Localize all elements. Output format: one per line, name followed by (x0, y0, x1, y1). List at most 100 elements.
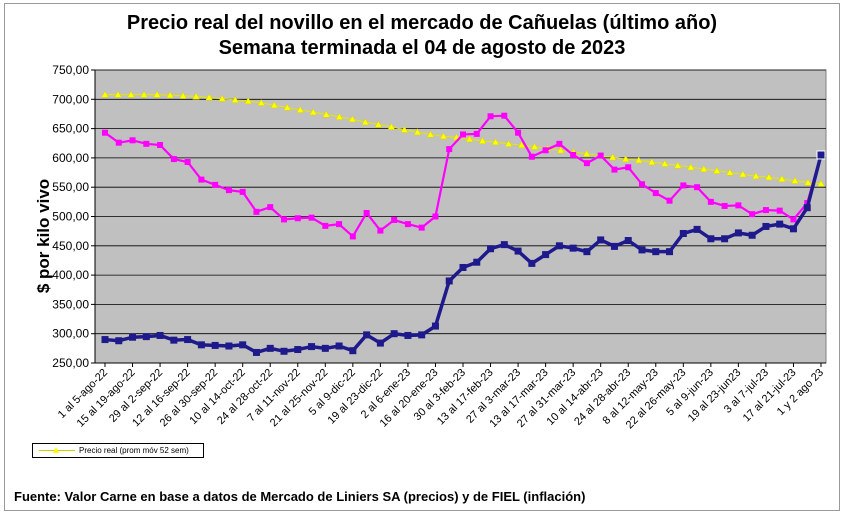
magenta-point (267, 204, 274, 211)
blue-point (211, 341, 219, 349)
moving-average-point (582, 149, 591, 157)
blue-point (321, 344, 329, 352)
magenta-point (446, 146, 453, 153)
moving-average-point (478, 136, 487, 144)
y-axis-label: $ por kilo vivo (34, 179, 53, 293)
blue-point (638, 246, 646, 254)
moving-average-point (752, 172, 760, 180)
magenta-point (294, 215, 301, 222)
blue-point (184, 336, 192, 344)
blue-point (101, 336, 109, 344)
y-tick-label: 450,00 (52, 239, 89, 253)
y-tick-label: 400,00 (52, 268, 89, 282)
moving-average-point (153, 90, 161, 98)
blue-point (569, 244, 577, 252)
moving-average-point (621, 155, 630, 163)
moving-average-point (296, 105, 305, 113)
moving-average-point (322, 110, 331, 118)
blue-point (597, 236, 605, 244)
moving-average-point (140, 90, 148, 98)
blue-point (252, 348, 260, 356)
moving-average-point (804, 178, 812, 186)
y-tick-label: 600,00 (52, 151, 89, 165)
moving-average-point (660, 159, 669, 167)
magenta-point (749, 211, 756, 218)
moving-average-point (413, 128, 422, 136)
moving-average-point (608, 153, 617, 161)
magenta-point (639, 181, 645, 188)
magenta-point (349, 233, 356, 240)
blue-point (431, 322, 439, 330)
moving-average-point (465, 135, 474, 143)
magenta-point (652, 190, 659, 197)
magenta-point (170, 156, 177, 163)
blue-point (762, 222, 770, 230)
magenta-point (129, 137, 136, 144)
magenta-point (336, 221, 343, 228)
blue-point (170, 336, 178, 344)
moving-average-point (686, 163, 695, 171)
moving-average-point (127, 90, 135, 98)
moving-average-point (374, 120, 383, 128)
blue-point (721, 235, 729, 243)
moving-average-point (244, 97, 253, 105)
moving-average-point (713, 166, 721, 174)
magenta-point (418, 224, 425, 231)
magenta-point (542, 147, 549, 154)
magenta-point (212, 181, 219, 188)
magenta-point (625, 164, 632, 171)
blue-point (445, 277, 453, 285)
blue-point (542, 251, 550, 259)
chart-frame (4, 3, 840, 511)
magenta-point (762, 207, 769, 214)
blue-point (280, 347, 288, 355)
magenta-point (198, 176, 205, 183)
magenta-point (680, 182, 687, 189)
y-tick-label: 250,00 (52, 356, 89, 370)
blue-point (115, 337, 123, 345)
y-tick-label: 550,00 (52, 180, 89, 194)
blue-point (404, 331, 412, 339)
chart-title: Precio real del novillo en el mercado de… (126, 12, 718, 34)
moving-average-point (114, 90, 122, 98)
magenta-point (776, 207, 783, 214)
magenta-point (721, 202, 728, 209)
moving-average-point (348, 115, 357, 123)
moving-average-point (556, 146, 565, 154)
y-tick-label: 750,00 (52, 63, 89, 77)
moving-average-point (726, 168, 734, 176)
moving-average-point (491, 138, 500, 146)
magenta-point (253, 208, 260, 215)
magenta-point (460, 131, 466, 138)
moving-average-point (361, 118, 370, 126)
moving-average-point (634, 156, 643, 164)
legend-entry: Precio real (prom móv 52 sem) (79, 446, 189, 455)
y-tick-label: 500,00 (52, 210, 89, 224)
magenta-point (184, 159, 191, 166)
blue-point (266, 344, 274, 352)
magenta-point (707, 198, 714, 205)
moving-average-point (257, 98, 266, 106)
magenta-point (239, 188, 246, 195)
blue-point (803, 204, 811, 212)
blue-point (197, 341, 205, 349)
magenta-point (735, 202, 742, 209)
blue-point (349, 347, 357, 355)
last-point-marker (816, 150, 826, 160)
moving-average-point (647, 158, 656, 165)
blue-point (156, 331, 164, 339)
magenta-point (528, 153, 535, 160)
moving-average-point (179, 91, 187, 99)
blue-point (363, 331, 371, 339)
moving-average-point (439, 132, 448, 140)
blue-point (707, 235, 715, 243)
chart-subtitle: Semana terminada el 04 de agosto de 2023 (218, 37, 626, 59)
blue-point (239, 341, 247, 349)
moving-average-point (817, 179, 825, 187)
moving-average-point (504, 139, 513, 147)
magenta-point (556, 140, 563, 147)
moving-average-point (739, 170, 747, 178)
magenta-point (790, 216, 797, 223)
legend: Precio real (prom móv 52 sem) (32, 443, 204, 458)
